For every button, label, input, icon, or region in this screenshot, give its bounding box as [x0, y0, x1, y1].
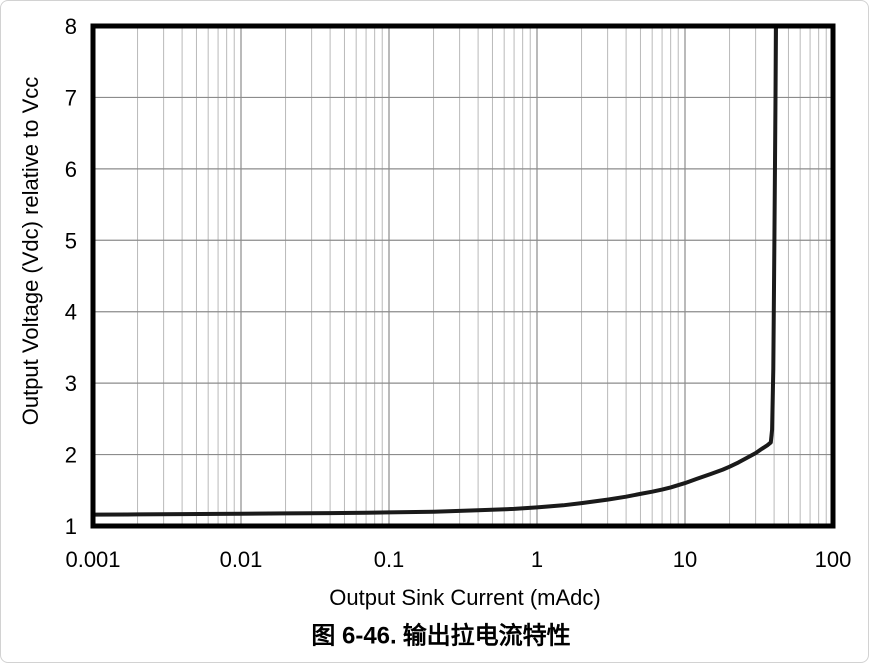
grid-minor — [137, 26, 827, 526]
y-tick-label: 8 — [65, 14, 77, 39]
y-tick-label: 6 — [65, 157, 77, 182]
grid-major — [93, 26, 833, 526]
y-axis-title: Output Voltage (Vdc) relative to Vcc — [18, 76, 43, 426]
x-tick-label: 0.001 — [65, 547, 120, 572]
data-curve — [91, 24, 778, 517]
caption-title: 输出拉电流特性 — [402, 623, 571, 650]
y-tick-label: 7 — [65, 85, 77, 110]
y-tick-label: 2 — [65, 443, 77, 468]
y-tick-labels: 1 2 3 4 5 6 7 8 — [65, 14, 77, 539]
x-axis-title: Output Sink Current (mAdc) — [329, 585, 601, 610]
x-tick-label: 0.01 — [220, 547, 263, 572]
chart-canvas: 1 2 3 4 5 6 7 8 0.001 0.01 0.1 1 10 100 — [65, 14, 852, 572]
y-tick-label: 4 — [65, 300, 77, 325]
x-tick-label: 1 — [531, 547, 543, 572]
plot-border — [90, 23, 836, 529]
y-tick-label: 5 — [65, 228, 77, 253]
x-tick-label: 0.1 — [374, 547, 405, 572]
y-tick-label: 1 — [65, 514, 77, 539]
caption-number: 图 6-46. — [311, 622, 397, 650]
figure-caption: 图 6-46. 输出拉电流特性 — [311, 616, 570, 651]
x-tick-labels: 0.001 0.01 0.1 1 10 100 — [65, 547, 851, 572]
x-tick-label: 10 — [673, 547, 697, 572]
x-tick-label: 100 — [815, 547, 852, 572]
y-tick-label: 3 — [65, 371, 77, 396]
series-output-pull-current — [91, 24, 778, 517]
